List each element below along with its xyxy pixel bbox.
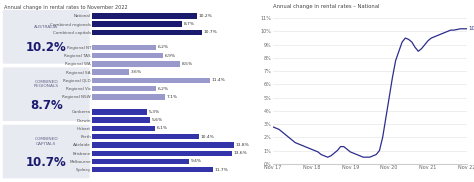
Text: 10.7%: 10.7% <box>26 156 66 169</box>
Text: 10.2%: 10.2% <box>469 26 474 31</box>
FancyBboxPatch shape <box>3 125 90 178</box>
Text: 8.7%: 8.7% <box>30 99 63 112</box>
Bar <box>92 70 129 75</box>
Text: Annual change in rental rates to November 2022: Annual change in rental rates to Novembe… <box>4 5 128 9</box>
Text: 6.2%: 6.2% <box>158 87 169 91</box>
Text: COMBINED
CAPITALS: COMBINED CAPITALS <box>35 137 58 146</box>
Text: 6.1%: 6.1% <box>156 126 168 130</box>
Bar <box>92 151 232 156</box>
Text: 13.8%: 13.8% <box>236 143 249 147</box>
Bar <box>92 21 182 27</box>
Text: COMBINED
REGIONALS: COMBINED REGIONALS <box>34 80 59 88</box>
Bar <box>92 117 150 123</box>
Bar <box>92 86 156 91</box>
Bar <box>92 61 180 67</box>
Bar <box>92 134 199 139</box>
Text: 10.4%: 10.4% <box>201 135 215 139</box>
Bar <box>92 94 165 100</box>
Bar <box>92 126 155 131</box>
Bar <box>92 142 234 148</box>
Text: 7.1%: 7.1% <box>167 95 178 99</box>
Bar <box>92 109 147 114</box>
Bar <box>92 53 164 58</box>
Text: 11.7%: 11.7% <box>214 168 228 172</box>
Bar <box>92 13 197 19</box>
Bar <box>92 167 213 173</box>
Text: AUSTRALIA: AUSTRALIA <box>34 25 58 29</box>
Text: 11.4%: 11.4% <box>211 78 225 82</box>
Text: Annual change in rental rates – National: Annual change in rental rates – National <box>273 5 379 9</box>
Text: 3.6%: 3.6% <box>131 70 142 74</box>
Bar <box>92 78 210 83</box>
Text: 6.9%: 6.9% <box>165 54 176 58</box>
FancyBboxPatch shape <box>3 67 90 121</box>
Bar <box>92 45 156 50</box>
Text: 10.7%: 10.7% <box>204 30 218 34</box>
Text: 5.3%: 5.3% <box>148 110 160 114</box>
Text: 10.2%: 10.2% <box>199 14 212 18</box>
Text: 8.5%: 8.5% <box>182 62 192 66</box>
FancyBboxPatch shape <box>3 10 90 64</box>
Bar <box>92 159 189 164</box>
Text: 8.7%: 8.7% <box>183 22 194 26</box>
Text: 10.2%: 10.2% <box>26 41 66 54</box>
Bar <box>92 30 202 35</box>
Text: 9.4%: 9.4% <box>191 159 201 163</box>
Text: 6.2%: 6.2% <box>158 45 169 49</box>
Text: 13.6%: 13.6% <box>234 151 247 155</box>
Text: 5.6%: 5.6% <box>152 118 163 122</box>
